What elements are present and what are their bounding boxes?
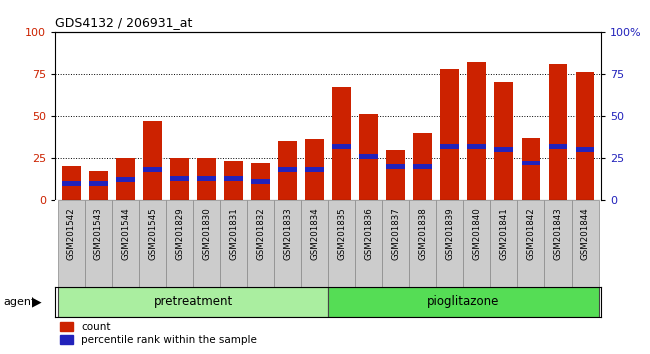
Bar: [441, 144, 460, 149]
Bar: [386, 149, 406, 200]
Text: pretreatment: pretreatment: [153, 295, 233, 308]
Bar: [517, 200, 545, 287]
Bar: [251, 179, 270, 184]
Bar: [549, 64, 567, 200]
Bar: [545, 200, 571, 287]
Bar: [521, 161, 540, 165]
Bar: [413, 164, 432, 169]
Text: GSM201836: GSM201836: [364, 207, 373, 260]
Bar: [413, 133, 432, 200]
Text: GSM201837: GSM201837: [391, 207, 400, 260]
Bar: [116, 177, 135, 182]
Bar: [436, 200, 463, 287]
Bar: [491, 200, 517, 287]
Bar: [301, 200, 328, 287]
Bar: [197, 158, 216, 200]
Bar: [143, 121, 162, 200]
Bar: [193, 200, 220, 287]
Text: GSM201844: GSM201844: [580, 207, 590, 260]
Bar: [112, 200, 139, 287]
Text: GDS4132 / 206931_at: GDS4132 / 206931_at: [55, 16, 192, 29]
Bar: [220, 200, 247, 287]
Text: GSM201839: GSM201839: [445, 207, 454, 259]
Text: GSM201842: GSM201842: [526, 207, 536, 260]
Text: GSM201832: GSM201832: [256, 207, 265, 260]
Bar: [278, 167, 297, 172]
Bar: [328, 287, 599, 317]
Bar: [274, 200, 301, 287]
Bar: [575, 72, 595, 200]
Bar: [382, 200, 410, 287]
Bar: [359, 154, 378, 159]
Bar: [166, 200, 193, 287]
Text: GSM201830: GSM201830: [202, 207, 211, 260]
Bar: [410, 200, 436, 287]
Text: pioglitazone: pioglitazone: [427, 295, 500, 308]
Bar: [89, 171, 108, 200]
Bar: [251, 163, 270, 200]
Bar: [332, 87, 351, 200]
Bar: [58, 287, 328, 317]
Bar: [328, 200, 356, 287]
Bar: [332, 144, 351, 149]
Bar: [116, 158, 135, 200]
Bar: [170, 176, 189, 181]
Text: GSM201834: GSM201834: [310, 207, 319, 260]
Text: GSM201835: GSM201835: [337, 207, 346, 260]
Text: GSM201838: GSM201838: [419, 207, 427, 260]
Bar: [85, 200, 112, 287]
Bar: [143, 167, 162, 172]
Bar: [495, 147, 514, 152]
Text: GSM201831: GSM201831: [229, 207, 238, 260]
Bar: [386, 164, 406, 169]
Text: GSM201843: GSM201843: [554, 207, 562, 260]
Bar: [89, 181, 108, 185]
Bar: [62, 166, 81, 200]
Text: agent: agent: [3, 297, 36, 307]
Bar: [306, 139, 324, 200]
Bar: [441, 69, 460, 200]
Text: ▶: ▶: [32, 295, 41, 308]
Text: GSM201840: GSM201840: [473, 207, 482, 260]
Bar: [575, 147, 595, 152]
Bar: [549, 144, 567, 149]
Text: GSM201543: GSM201543: [94, 207, 103, 260]
Bar: [170, 158, 189, 200]
Bar: [467, 62, 486, 200]
Bar: [247, 200, 274, 287]
Bar: [359, 114, 378, 200]
Bar: [139, 200, 166, 287]
Legend: count, percentile rank within the sample: count, percentile rank within the sample: [60, 322, 257, 345]
Bar: [278, 141, 297, 200]
Bar: [224, 161, 243, 200]
Bar: [306, 167, 324, 172]
Text: GSM201544: GSM201544: [121, 207, 130, 260]
Bar: [571, 200, 599, 287]
Text: GSM201542: GSM201542: [67, 207, 76, 260]
Bar: [467, 144, 486, 149]
Bar: [356, 200, 382, 287]
Text: GSM201545: GSM201545: [148, 207, 157, 260]
Bar: [521, 138, 540, 200]
Bar: [224, 176, 243, 181]
Text: GSM201841: GSM201841: [499, 207, 508, 260]
Text: GSM201829: GSM201829: [175, 207, 184, 259]
Bar: [463, 200, 491, 287]
Bar: [58, 200, 85, 287]
Bar: [495, 82, 514, 200]
Bar: [62, 181, 81, 185]
Text: GSM201833: GSM201833: [283, 207, 292, 260]
Bar: [197, 176, 216, 181]
